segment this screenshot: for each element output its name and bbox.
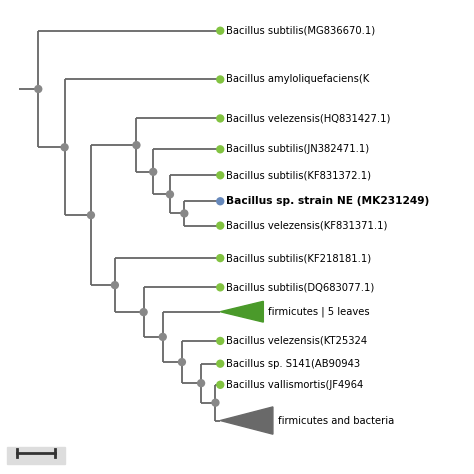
Text: Bacillus subtilis(JN382471.1): Bacillus subtilis(JN382471.1) bbox=[226, 144, 369, 155]
Text: Bacillus amyloliquefaciens(K: Bacillus amyloliquefaciens(K bbox=[226, 74, 369, 84]
Point bbox=[217, 115, 224, 122]
Text: Bacillus vallismortis(JF4964: Bacillus vallismortis(JF4964 bbox=[226, 380, 363, 390]
Point bbox=[166, 191, 174, 198]
Text: Bacillus velezensis(HQ831427.1): Bacillus velezensis(HQ831427.1) bbox=[226, 113, 391, 123]
Point bbox=[217, 146, 224, 153]
Text: firmicutes and bacteria: firmicutes and bacteria bbox=[278, 416, 394, 426]
Point bbox=[217, 172, 224, 179]
Point bbox=[217, 381, 224, 389]
Point bbox=[217, 222, 224, 229]
Text: Bacillus subtilis(MG836670.1): Bacillus subtilis(MG836670.1) bbox=[226, 26, 375, 36]
Text: Bacillus velezensis(KF831371.1): Bacillus velezensis(KF831371.1) bbox=[226, 220, 387, 231]
Point bbox=[217, 27, 224, 35]
FancyBboxPatch shape bbox=[7, 447, 64, 465]
Point bbox=[159, 333, 166, 341]
Text: Bacillus subtilis(KF218181.1): Bacillus subtilis(KF218181.1) bbox=[226, 253, 371, 263]
Polygon shape bbox=[220, 407, 273, 434]
Point bbox=[181, 210, 188, 217]
Point bbox=[217, 198, 224, 205]
Point bbox=[197, 379, 205, 387]
Point bbox=[212, 399, 219, 407]
Point bbox=[149, 168, 157, 176]
Point bbox=[217, 76, 224, 83]
Text: Bacillus sp. strain NE (MK231249): Bacillus sp. strain NE (MK231249) bbox=[226, 196, 429, 206]
Point bbox=[217, 360, 224, 367]
Point bbox=[35, 85, 42, 93]
Point bbox=[140, 308, 147, 316]
Point bbox=[217, 337, 224, 345]
Text: firmicutes | 5 leaves: firmicutes | 5 leaves bbox=[268, 307, 370, 317]
Point bbox=[111, 282, 118, 289]
Text: Bacillus subtilis(DQ683077.1): Bacillus subtilis(DQ683077.1) bbox=[226, 283, 374, 292]
Text: Bacillus subtilis(KF831372.1): Bacillus subtilis(KF831372.1) bbox=[226, 170, 371, 180]
Polygon shape bbox=[220, 301, 264, 322]
Point bbox=[217, 283, 224, 291]
Text: Bacillus sp. S141(AB90943: Bacillus sp. S141(AB90943 bbox=[226, 359, 360, 369]
Point bbox=[61, 144, 68, 151]
Point bbox=[133, 141, 140, 149]
Point bbox=[178, 358, 186, 366]
Text: Bacillus velezensis(KT25324: Bacillus velezensis(KT25324 bbox=[226, 336, 367, 346]
Point bbox=[217, 255, 224, 262]
Point bbox=[87, 211, 95, 219]
